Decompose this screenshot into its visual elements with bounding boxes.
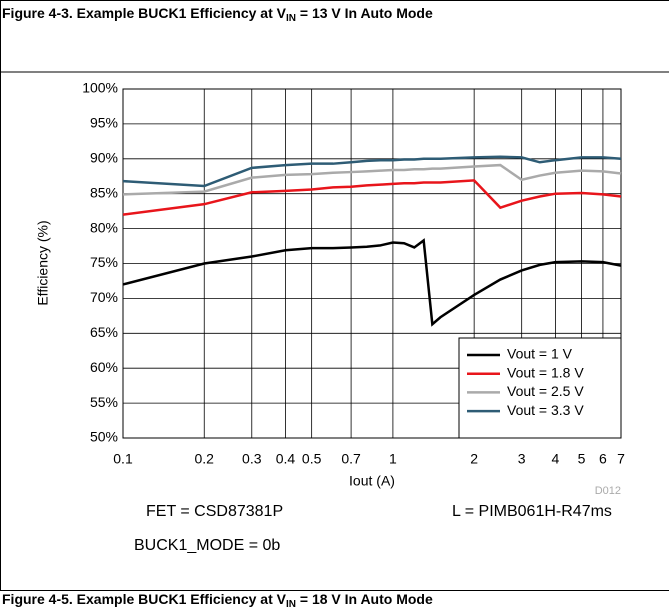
x-tick-label: 0.7 (341, 451, 361, 467)
y-tick-label: 90% (90, 150, 118, 166)
x-tick-label: 0.1 (113, 451, 133, 467)
y-tick-label: 95% (90, 115, 118, 131)
x-tick-label: 3 (518, 451, 526, 467)
caption-sub: IN (286, 13, 296, 24)
x-tick-label: 7 (617, 451, 625, 467)
series-line (122, 163, 622, 196)
note: BUCK1_MODE = 0b (134, 537, 280, 554)
caption-part: Figure 4-3. Example BUCK1 Efficiency at … (2, 5, 287, 21)
caption-part: Figure 4-5. Example BUCK1 Efficiency at … (2, 591, 287, 607)
legend-label: Vout = 2.5 V (507, 383, 584, 399)
x-tick-label: 0.3 (242, 451, 262, 467)
x-tick-label: 0.4 (276, 451, 296, 467)
x-tick-label: 5 (578, 451, 586, 467)
caption-top: Figure 4-3. Example BUCK1 Efficiency at … (2, 5, 433, 24)
x-tick-label: 1 (389, 451, 397, 467)
note: L = PIMB061H-R47ms (452, 503, 612, 520)
y-tick-label: 85% (90, 184, 118, 200)
y-tick-label: 60% (90, 359, 118, 375)
x-tick-label: 0.2 (195, 451, 215, 467)
x-tick-label: 0.5 (302, 451, 322, 467)
y-tick-label: 55% (90, 394, 118, 410)
y-tick-label: 50% (90, 429, 118, 445)
y-tick-label: 100% (82, 80, 118, 96)
note: FET = CSD87381P (146, 503, 283, 520)
y-tick-label: 65% (90, 324, 118, 340)
caption-part: = 13 V In Auto Mode (296, 5, 433, 21)
x-axis-label: Iout (A) (349, 473, 395, 489)
caption-sub: IN (286, 599, 296, 608)
series-line (122, 238, 622, 327)
frame (0, 0, 669, 591)
x-tick-label: 4 (552, 451, 560, 467)
legend-label: Vout = 1 V (507, 346, 573, 362)
plot-border (122, 88, 622, 439)
figure-code: D012 (595, 485, 621, 497)
x-tick-label: 6 (599, 451, 607, 467)
y-tick-label: 80% (90, 219, 118, 235)
y-tick-label: 75% (90, 254, 118, 270)
series-line (122, 155, 622, 188)
series-line (122, 179, 622, 216)
caption-part: = 18 V In Auto Mode (296, 591, 433, 607)
x-tick-label: 2 (470, 451, 478, 467)
legend-label: Vout = 1.8 V (507, 364, 584, 380)
y-axis-label: Efficiency (%) (35, 220, 51, 305)
caption-bottom: Figure 4-5. Example BUCK1 Efficiency at … (2, 591, 433, 608)
legend-label: Vout = 3.3 V (507, 402, 584, 418)
y-tick-label: 70% (90, 289, 118, 305)
